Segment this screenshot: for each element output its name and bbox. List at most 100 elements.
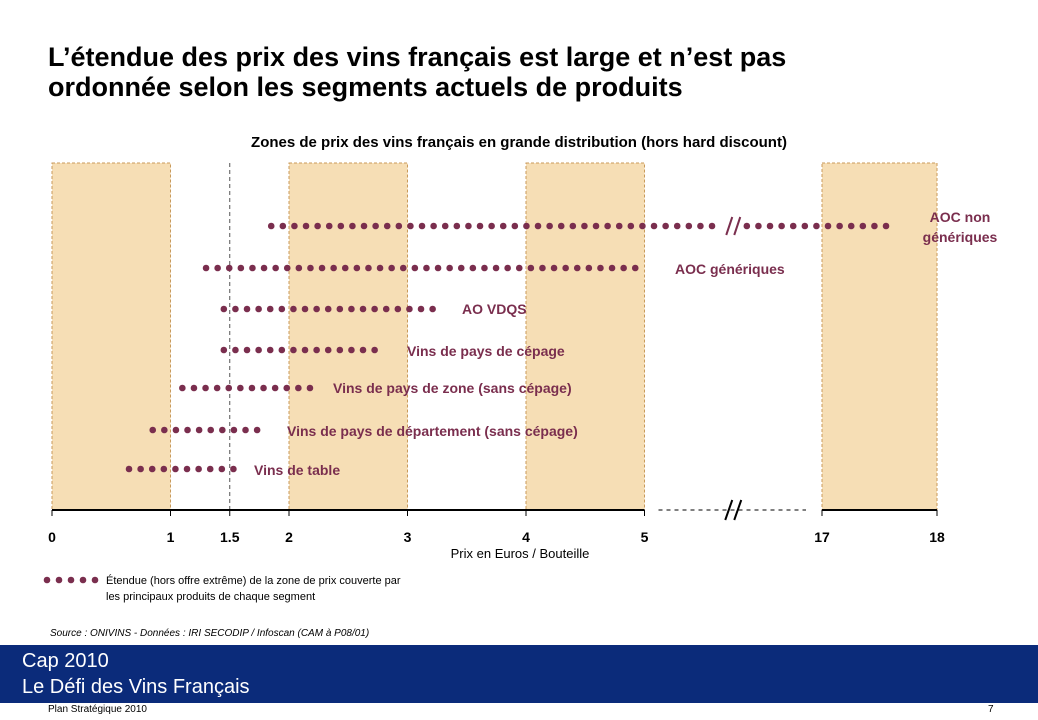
range-dot	[859, 222, 867, 230]
x-tick-label: 0	[48, 529, 56, 545]
range-dot	[266, 346, 274, 354]
range-dot	[569, 222, 577, 230]
range-dot	[253, 426, 261, 434]
x-tick-label: 4	[522, 529, 530, 545]
range-dot	[349, 222, 356, 230]
range-dot	[283, 264, 291, 272]
range-dot	[446, 264, 453, 272]
range-dot	[597, 264, 604, 272]
range-dot	[184, 426, 191, 434]
range-dot	[824, 222, 832, 230]
range-dot	[755, 222, 762, 230]
range-dot	[237, 264, 245, 272]
series-3: Vins de pays de cépage	[220, 343, 565, 359]
range-dot	[249, 264, 256, 272]
footer-line-2: Le Défi des Vins Français	[22, 676, 250, 698]
range-dot	[325, 222, 333, 230]
series-0: AOC non génériques	[267, 209, 998, 245]
page-number: 7	[988, 704, 994, 715]
range-dot	[291, 222, 298, 230]
range-dot	[172, 426, 180, 434]
range-dot	[160, 465, 168, 473]
range-dot	[469, 264, 477, 272]
range-dot	[279, 222, 287, 230]
range-dot	[271, 384, 279, 392]
axis-break-mark	[733, 499, 743, 521]
range-dot	[766, 222, 774, 230]
range-dot	[225, 384, 233, 392]
footer-line-1: Cap 2010	[22, 650, 109, 672]
range-dot	[232, 305, 239, 313]
shaded-bands	[51, 162, 938, 511]
series-label: AOC génériques	[675, 261, 785, 277]
range-dot	[237, 384, 244, 392]
range-dot	[407, 222, 414, 230]
legend-dot	[55, 576, 63, 584]
range-dot	[220, 305, 228, 313]
legend-text-line-2: les principaux produits de chaque segmen…	[106, 591, 315, 603]
range-dot	[202, 384, 209, 392]
range-dot	[202, 264, 210, 272]
series-label: AO VDQS	[462, 301, 527, 317]
range-dot	[411, 264, 419, 272]
legend-dot	[67, 576, 75, 584]
range-dot	[161, 426, 168, 434]
range-dot	[778, 222, 785, 230]
range-dot	[395, 222, 403, 230]
range-dot	[341, 264, 349, 272]
range-dot	[539, 264, 546, 272]
range-dot	[278, 305, 286, 313]
x-tick-label: 2	[285, 529, 293, 545]
range-dot	[266, 305, 274, 313]
range-dot	[376, 264, 384, 272]
x-tick-label: 18	[929, 529, 945, 545]
x-tick-label: 5	[641, 529, 649, 545]
legend-text-line-1: Étendue (hors offre extrême) de la zone …	[106, 574, 401, 587]
range-dot	[573, 264, 581, 272]
title-line-1: L’étendue des prix des vins français est…	[48, 42, 787, 72]
range-dot	[148, 465, 156, 473]
range-dot	[418, 222, 426, 230]
range-dot	[213, 384, 221, 392]
range-dot	[662, 222, 669, 230]
range-dot	[639, 222, 646, 230]
range-dot	[301, 305, 309, 313]
legend-dot	[79, 576, 87, 584]
series-break-mark	[725, 216, 734, 236]
range-dot	[441, 222, 449, 230]
range-dot	[243, 305, 251, 313]
range-dot	[650, 222, 658, 230]
range-dot	[453, 222, 461, 230]
range-dot	[195, 426, 203, 434]
x-tick-label: 1.5	[220, 529, 240, 545]
series-label-line-2: génériques	[923, 229, 998, 245]
source-note: Source : ONIVINS - Données : IRI SECODIP…	[50, 628, 369, 639]
range-dot	[423, 264, 430, 272]
range-dot	[434, 264, 442, 272]
range-dot	[248, 384, 256, 392]
range-dot	[394, 305, 402, 313]
range-dot	[789, 222, 797, 230]
shaded-band-2	[525, 162, 645, 511]
series-group: AOC non génériques AOC génériques AO VDQS Vi…	[125, 209, 998, 478]
legend: Étendue (hors offre extrême) de la zone …	[43, 574, 401, 603]
range-dot	[330, 264, 337, 272]
range-dot	[295, 264, 303, 272]
range-dot	[207, 426, 215, 434]
series-6: Vins de table	[125, 462, 340, 478]
range-dot	[278, 346, 286, 354]
range-dot	[290, 346, 297, 354]
range-dot	[515, 264, 523, 272]
series-1: AOC génériques	[202, 261, 785, 277]
range-dot	[608, 264, 616, 272]
range-dot	[243, 346, 251, 354]
range-dot	[365, 264, 372, 272]
x-tick-label: 3	[404, 529, 412, 545]
legend-dot	[43, 576, 51, 584]
range-dot	[137, 465, 144, 473]
range-dot	[372, 222, 379, 230]
range-dot	[673, 222, 681, 230]
legend-dots	[43, 576, 99, 584]
range-dot	[348, 305, 355, 313]
range-dot	[697, 222, 704, 230]
